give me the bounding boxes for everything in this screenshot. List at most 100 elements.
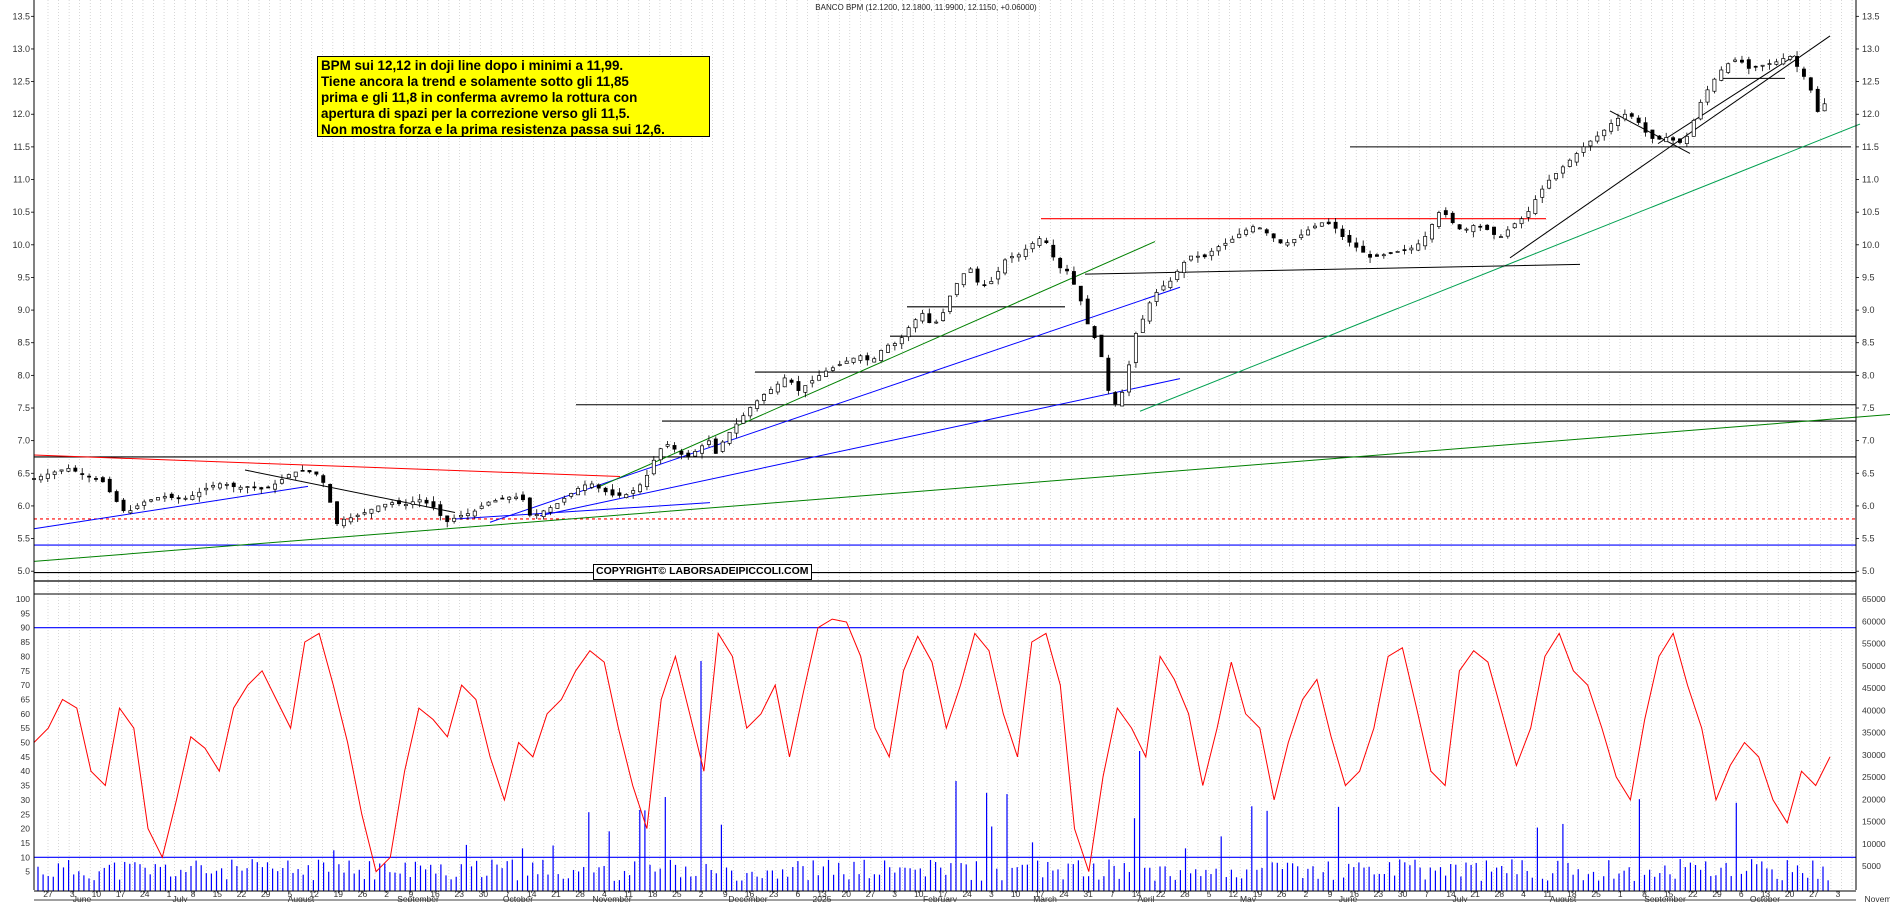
candle-body [1030,243,1035,250]
candle-body [1381,254,1386,257]
candle-body [1712,78,1717,92]
candle-body [410,501,415,505]
candle-body [1505,229,1510,237]
price-tick-label: 13.0 [12,44,30,54]
candle-body [603,487,608,493]
candle-body [1705,89,1710,103]
date-tick-label: 16 [1349,889,1359,899]
candle-body [66,467,71,472]
trend-line [489,286,1181,523]
candle-body [1678,138,1682,143]
trend-line [1657,55,1796,145]
price-tick-label: 11.0 [13,175,30,185]
candle-body [1595,135,1600,142]
trend-lines [33,35,1890,562]
candle-body [1044,240,1049,244]
oscillator-tick-label: 45 [21,752,31,762]
month-label: May [1240,894,1257,902]
candle-body [892,343,897,347]
candle-body [376,505,381,512]
candle-body [1099,334,1104,358]
oscillator-tick-label: 80 [21,651,31,661]
candle-body [390,502,395,505]
candle-body [1629,113,1634,117]
candle-body [1065,268,1069,272]
note-line: Non mostra forza e la prima resistenza p… [321,122,665,137]
candle-body [927,313,932,324]
candle-body [1547,179,1552,189]
candle-body [1223,242,1228,246]
candle-body [1147,302,1152,322]
date-tick-label: 7 [1424,889,1429,899]
candle-body [45,473,50,479]
date-tick-label: 20 [1785,889,1795,899]
date-tick-label: 3 [989,889,994,899]
candle-body [1058,257,1063,269]
candle-body [617,492,622,496]
candle-body [1554,173,1558,180]
candle-body [121,499,126,512]
candle-body [1464,228,1469,231]
date-tick-label: 10 [92,889,102,899]
candle-body [397,500,401,505]
candle-body [1078,285,1083,302]
analysis-note: BPM sui 12,12 in doji line dopo i minimi… [317,56,710,137]
candle-body [610,489,615,496]
candle-body [176,497,181,500]
price-tick-label: 13.0 [1862,44,1880,54]
candle-body [741,415,746,424]
candle-body [1485,224,1490,230]
candle-body [38,475,43,481]
volume-axis: 65000 60000 55000 50000 45000 40000 35000 30000… [1862,594,1886,871]
date-tick-label: 6 [795,889,800,899]
price-tick-label: 7.0 [1862,436,1875,446]
volume-tick-label: 45000 [1862,683,1886,693]
candle-body [1684,135,1689,144]
candle-body [693,451,698,457]
note-line: Tiene ancora la trend e solamente sotto … [321,74,629,89]
month-label: September [1644,894,1686,902]
date-tick-label: 27 [43,889,53,899]
candle-body [1616,117,1620,126]
candle-body [514,496,519,499]
candle-body [445,515,450,522]
candle-body [872,358,877,363]
candle-body [507,496,512,500]
candle-body [886,344,890,353]
candle-body [748,407,753,417]
volume-tick-label: 35000 [1862,728,1886,738]
candle-body [1602,129,1607,137]
month-label: June [1339,894,1358,902]
candle-body [686,452,691,458]
candle-body [1753,65,1758,68]
date-tick-label: 8 [191,889,196,899]
candle-body [934,321,939,324]
date-axis: 27 3 10 17 24 1 8 15 22 29 5 12 19 26 2 9 16 23 30 7 14 21 28 4… [34,889,1890,902]
date-tick-label: 23 [1374,889,1384,899]
candle-body [424,499,429,504]
price-tick-label: 13.5 [1862,11,1880,21]
price-tick-label: 12.5 [1862,77,1880,87]
price-tick-label: 8.0 [1862,370,1875,380]
month-label: December [728,894,767,902]
date-tick-label: 17 [938,889,948,899]
candle-body [1189,255,1193,261]
candle-body [493,500,498,503]
candle-body [217,483,222,489]
oscillator-tick-label: 15 [21,838,31,848]
date-tick-label: 27 [1809,889,1819,899]
candle-body [293,471,298,478]
candle-body [644,474,649,487]
candle-body [1760,64,1765,67]
candle-body [638,484,642,493]
candle-body [1567,159,1572,167]
candle-body [651,459,656,475]
oscillator-axis: 100 95 90 85 80 75 70 65 60 55 50 45 40 35 30 25 20 15 10 5 [16,594,30,877]
oscillator-tick-label: 20 [21,824,31,834]
candle-body [1292,239,1297,244]
price-tick-label: 7.5 [1862,403,1875,413]
date-tick-label: 27 [866,889,876,899]
volume-tick-label: 10000 [1862,839,1886,849]
horizontal-levels [34,146,1856,574]
candle-body [1788,56,1793,60]
